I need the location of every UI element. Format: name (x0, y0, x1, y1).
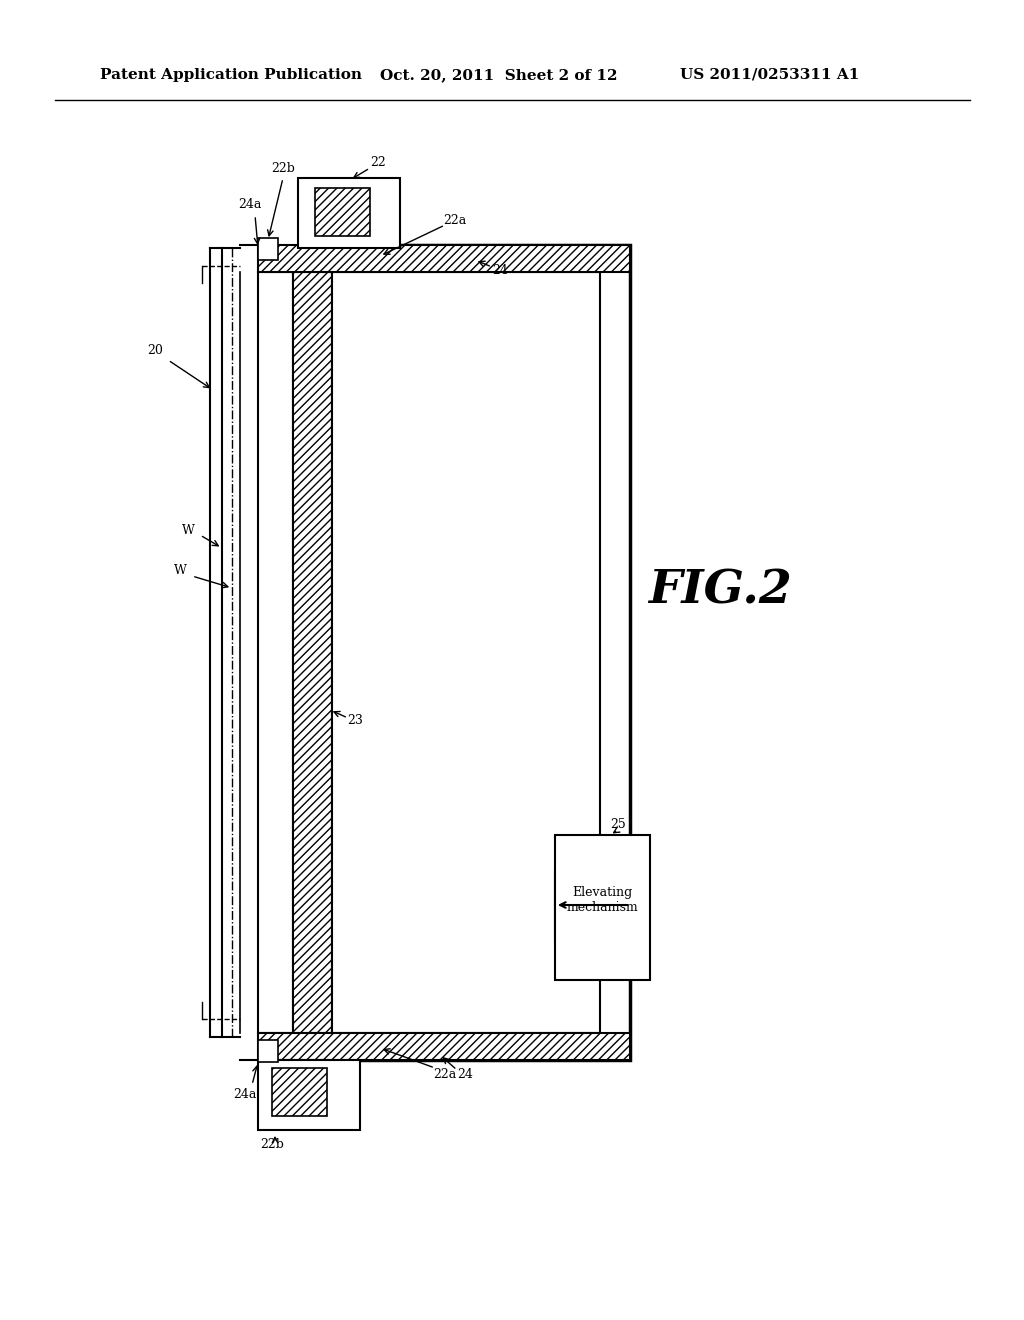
Text: 22b: 22b (260, 1138, 284, 1151)
Text: US 2011/0253311 A1: US 2011/0253311 A1 (680, 69, 859, 82)
Text: 22a: 22a (443, 214, 467, 227)
Bar (258, 1034, 630, 1060)
Bar (555, 836, 650, 979)
Bar (305, 246, 630, 1060)
Bar (258, 238, 278, 260)
Text: 22a: 22a (433, 1068, 457, 1081)
Bar (272, 1068, 327, 1115)
Text: Patent Application Publication: Patent Application Publication (100, 69, 362, 82)
Text: 24a: 24a (239, 198, 262, 211)
Text: Elevating
mechanism: Elevating mechanism (566, 886, 638, 913)
Bar (258, 246, 630, 272)
Text: 24: 24 (493, 264, 508, 276)
Bar (258, 272, 293, 1034)
Text: FIG.2: FIG.2 (648, 568, 792, 612)
Bar (332, 272, 600, 1034)
Text: Oct. 20, 2011  Sheet 2 of 12: Oct. 20, 2011 Sheet 2 of 12 (380, 69, 617, 82)
Bar (258, 1060, 360, 1130)
Text: 24: 24 (457, 1068, 473, 1081)
Text: 25: 25 (610, 818, 626, 832)
Bar (298, 178, 400, 248)
Text: 23: 23 (347, 714, 362, 726)
Text: W: W (173, 564, 186, 577)
Text: 22: 22 (370, 157, 386, 169)
Bar (315, 187, 370, 236)
Text: 20: 20 (147, 343, 163, 356)
Text: 22b: 22b (271, 161, 295, 174)
Bar (258, 1040, 278, 1063)
Bar (293, 272, 332, 1034)
Text: W: W (181, 524, 195, 536)
Text: 24a: 24a (233, 1089, 257, 1101)
